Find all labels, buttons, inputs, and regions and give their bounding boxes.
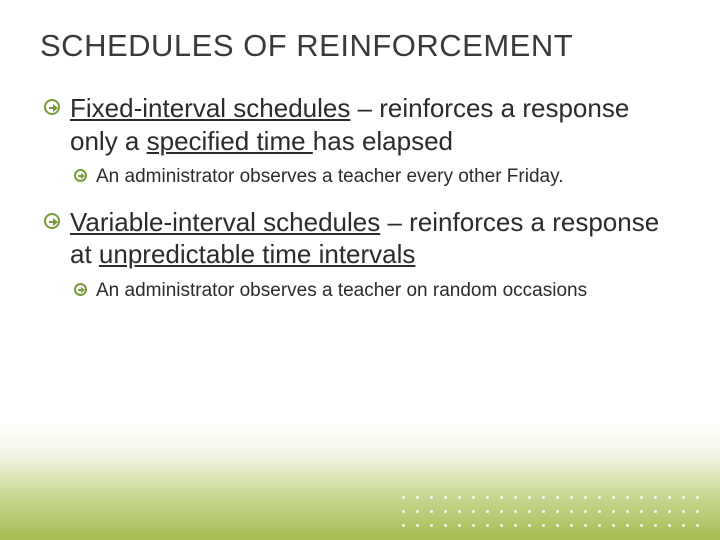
- sub-text: An administrator observes a teacher ever…: [96, 166, 563, 187]
- term: Fixed-interval schedules: [70, 93, 350, 123]
- arrow-bullet-icon: [74, 169, 87, 182]
- sub-text: An administrator observes a teacher on r…: [96, 280, 587, 301]
- slide-title: SCHEDULES OF REINFORCEMENT: [40, 28, 680, 64]
- sub-bullet-variable: An administrator observes a teacher on r…: [40, 279, 680, 304]
- slide-content: SCHEDULES OF REINFORCEMENT Fixed-interva…: [40, 28, 680, 303]
- decorative-dots: [398, 492, 702, 530]
- term-2: specified time: [147, 126, 313, 156]
- text-2: has elapsed: [313, 126, 453, 156]
- term: Variable-interval schedules: [70, 207, 380, 237]
- sub-bullet-fixed: An administrator observes a teacher ever…: [40, 165, 680, 190]
- slide: SCHEDULES OF REINFORCEMENT Fixed-interva…: [0, 0, 720, 540]
- term-2: unpredictable time intervals: [99, 239, 416, 269]
- bullet-variable-interval: Variable-interval schedules – reinforces…: [40, 206, 680, 271]
- arrow-bullet-icon: [74, 283, 87, 296]
- bullet-fixed-interval: Fixed-interval schedules – reinforces a …: [40, 92, 680, 157]
- arrow-bullet-icon: [44, 213, 60, 229]
- arrow-bullet-icon: [44, 99, 60, 115]
